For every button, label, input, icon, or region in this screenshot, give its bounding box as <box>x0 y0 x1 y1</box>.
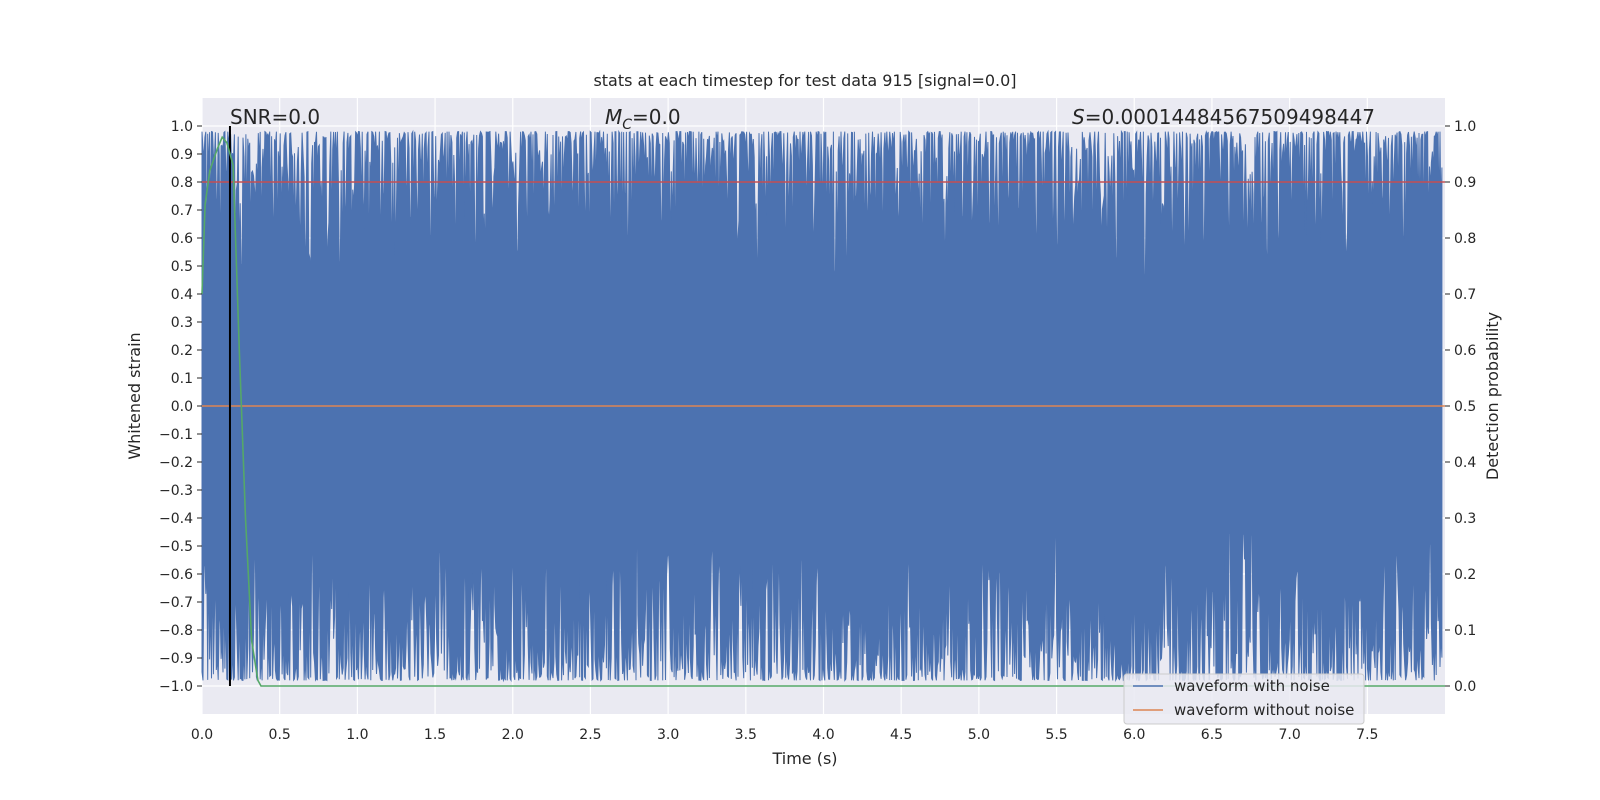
mc-value: =0.0 <box>632 105 681 129</box>
left-tick-label: 1.0 <box>171 119 193 135</box>
x-tick-label: 3.0 <box>657 727 679 743</box>
x-tick-label: 6.5 <box>1201 727 1223 743</box>
left-tick-label: 0.6 <box>171 231 193 247</box>
right-y-ticks: 0.0 0.1 0.2 0.3 0.4 0.5 0.6 0.7 0.8 0.9 1.0 <box>1445 119 1476 695</box>
left-tick-label: −1.0 <box>159 679 193 695</box>
x-tick-label: 3.5 <box>735 727 757 743</box>
left-tick-label: 0.9 <box>171 147 193 163</box>
x-tick-label: 1.5 <box>424 727 446 743</box>
left-tick-label: −0.4 <box>159 511 193 527</box>
mc-annotation: MC=0.0 <box>605 105 681 133</box>
s-value: =0.00014484567509498447 <box>1085 105 1375 129</box>
detection-probability-line <box>201 135 1445 687</box>
right-tick-label: 0.8 <box>1454 231 1476 247</box>
left-tick-label: 0.1 <box>171 371 193 387</box>
right-tick-label: 0.3 <box>1454 511 1476 527</box>
right-tick-label: 0.2 <box>1454 567 1476 583</box>
x-tick-label: 1.0 <box>346 727 368 743</box>
left-y-ticks: −1.0 −0.9 −0.8 −0.7 −0.6 −0.5 −0.4 −0.3 −0.2 −0.1… <box>159 119 202 695</box>
left-tick-label: 0.7 <box>171 203 193 219</box>
y2-axis-label: Detection probability <box>1483 312 1502 480</box>
y-axis-label: Whitened strain <box>125 332 144 459</box>
legend-label-noise: waveform with noise <box>1174 677 1330 695</box>
x-tick-label: 7.5 <box>1356 727 1378 743</box>
left-tick-label: −0.5 <box>159 539 193 555</box>
right-tick-label: 1.0 <box>1454 119 1476 135</box>
left-tick-label: 0.8 <box>171 175 193 191</box>
series-lines <box>201 126 1445 687</box>
left-tick-label: −0.6 <box>159 567 193 583</box>
right-tick-label: 0.5 <box>1454 399 1476 415</box>
left-tick-label: −0.3 <box>159 483 193 499</box>
left-tick-label: −0.1 <box>159 427 193 443</box>
x-tick-label: 5.0 <box>968 727 990 743</box>
x-tick-label: 4.0 <box>812 727 834 743</box>
snr-annotation: SNR=0.0 <box>230 105 320 129</box>
x-tick-label: 6.0 <box>1123 727 1145 743</box>
x-tick-label: 2.0 <box>502 727 524 743</box>
x-tick-label: 0.0 <box>191 727 213 743</box>
x-axis-label: Time (s) <box>771 749 837 768</box>
legend-label-clean: waveform without noise <box>1174 701 1354 719</box>
legend: waveform with noise waveform without noi… <box>1123 673 1365 725</box>
right-tick-label: 0.7 <box>1454 287 1476 303</box>
x-tick-label: 7.0 <box>1278 727 1300 743</box>
left-tick-label: 0.5 <box>171 259 193 275</box>
x-ticks: 0.0 0.5 1.0 1.5 2.0 2.5 3.0 3.5 4.0 4.5 5.0 5.5 6.0 6… <box>191 727 1379 743</box>
right-tick-label: 0.9 <box>1454 175 1476 191</box>
legend-box <box>1123 673 1365 725</box>
mc-subscript: C <box>622 117 632 133</box>
left-tick-label: −0.8 <box>159 623 193 639</box>
left-tick-label: 0.4 <box>171 287 193 303</box>
x-tick-label: 2.5 <box>579 727 601 743</box>
right-tick-label: 0.6 <box>1454 343 1476 359</box>
left-tick-label: 0.0 <box>171 399 193 415</box>
s-symbol: S <box>1072 105 1085 129</box>
left-tick-label: 0.3 <box>171 315 193 331</box>
left-tick-label: −0.7 <box>159 595 193 611</box>
x-tick-label: 0.5 <box>269 727 291 743</box>
right-tick-label: 0.4 <box>1454 455 1476 471</box>
x-tick-label: 5.5 <box>1045 727 1067 743</box>
left-tick-label: 0.2 <box>171 343 193 359</box>
mc-symbol: M <box>605 105 622 129</box>
s-annotation: S=0.00014484567509498447 <box>1072 105 1375 129</box>
right-tick-label: 0.1 <box>1454 623 1476 639</box>
right-tick-label: 0.0 <box>1454 679 1476 695</box>
chart-title: stats at each timestep for test data 915… <box>593 71 1016 90</box>
left-tick-label: −0.2 <box>159 455 193 471</box>
x-tick-label: 4.5 <box>890 727 912 743</box>
left-tick-label: −0.9 <box>159 651 193 667</box>
